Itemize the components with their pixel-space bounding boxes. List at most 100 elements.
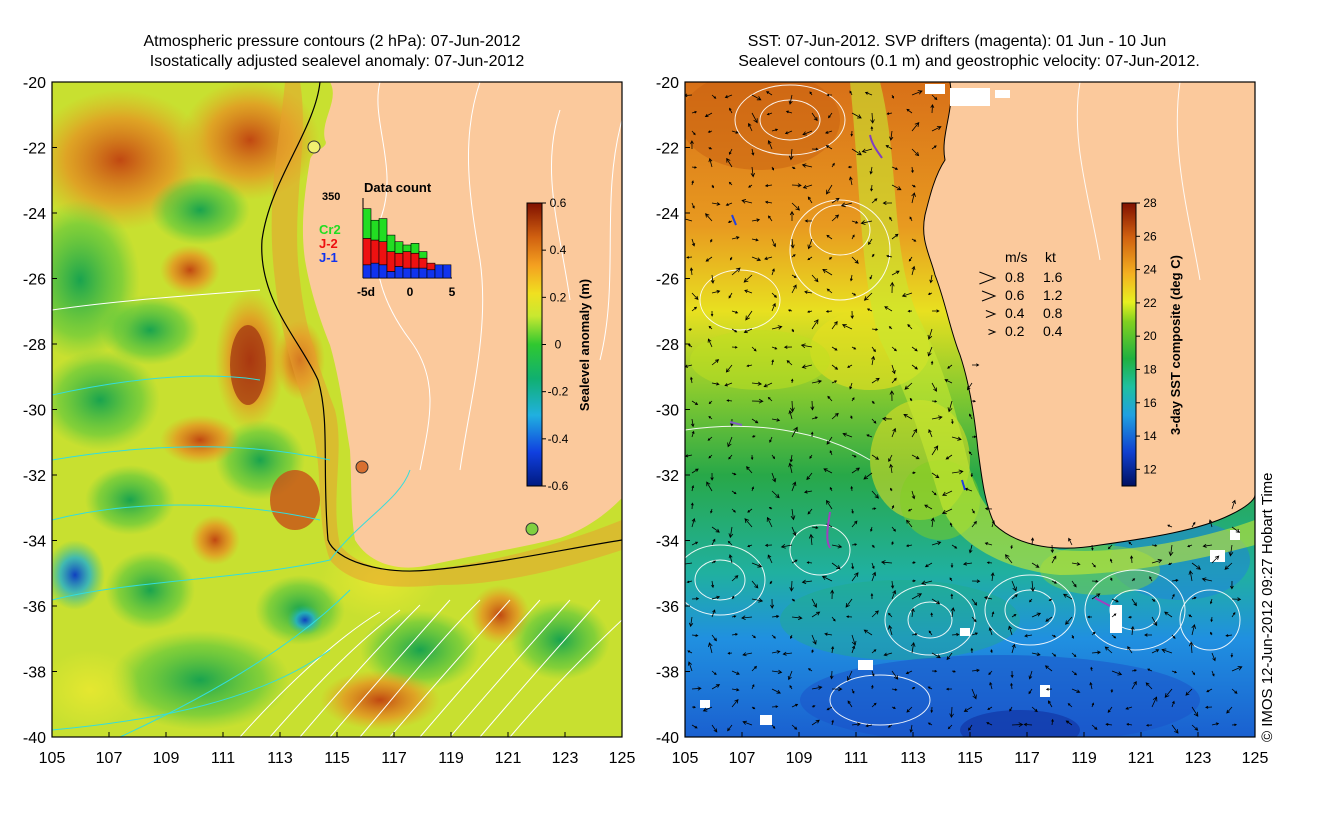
velocity-arrow: [846, 615, 853, 619]
velocity-arrow: [970, 647, 974, 654]
velocity-arrow: [1206, 688, 1213, 693]
velocity-arrow: [823, 468, 833, 474]
velocity-arrow: [789, 210, 795, 221]
velocity-arrow: [947, 364, 953, 369]
velocity-arrow: [947, 400, 953, 413]
velocity-arrow: [710, 274, 715, 284]
velocity-arrow: [1091, 724, 1098, 730]
velocity-arrow: [884, 306, 893, 312]
velocity-arrow: [1161, 648, 1173, 654]
velocity-arrow: [828, 256, 833, 260]
velocity-arrow: [945, 687, 953, 691]
velocity-arrow: [871, 328, 879, 331]
velocity-arrow: [691, 430, 695, 438]
velocity-arrow: [1210, 616, 1213, 623]
colorbar-tick-label: 26: [1143, 229, 1157, 243]
velocity-arrow: [708, 454, 713, 459]
velocity-arrow: [751, 597, 764, 603]
inset-bar-cr2: [394, 241, 404, 254]
velocity-arrow: [851, 645, 856, 654]
left-lon-label: 121: [495, 750, 522, 767]
velocity-arrow: [769, 436, 773, 443]
velocity-arrow: [743, 328, 753, 334]
inset-x-tick-label: 5: [449, 285, 456, 299]
velocity-arrow: [708, 400, 713, 405]
inset-bar-j1: [394, 266, 404, 279]
velocity-arrow: [1171, 700, 1175, 708]
velocity-arrow: [824, 632, 833, 636]
right-lat-label: -32: [656, 468, 679, 485]
velocity-arrow: [1188, 614, 1193, 618]
velocity-arrow: [951, 670, 957, 673]
inset-bar-cr2: [402, 244, 412, 252]
velocity-arrow: [1230, 580, 1234, 590]
inset-bar-j2: [418, 257, 428, 269]
velocity-arrow: [849, 176, 853, 186]
velocity-arrow: [851, 634, 857, 646]
velocity-arrow: [1028, 670, 1033, 680]
left-lon-label: 123: [552, 750, 579, 767]
velocity-arrow: [911, 90, 923, 96]
velocity-arrow: [889, 390, 895, 402]
velocity-arrow: [1187, 544, 1193, 548]
speed-legend-kt: 0.4: [1043, 323, 1063, 339]
sst-colorbar: 28 26 24 22 20 18 16 14 12 3-day SST composite (…: [1121, 196, 1183, 487]
right-lat-label: -40: [656, 730, 679, 747]
velocity-arrow: [871, 454, 880, 460]
velocity-arrow: [863, 629, 873, 636]
velocity-arrow: [727, 540, 733, 546]
velocity-arrow: [731, 236, 740, 240]
speed-legend-ms: 0.2: [1005, 323, 1025, 339]
velocity-arrow: [686, 580, 693, 584]
velocity-arrow: [927, 722, 933, 726]
velocity-arrow: [840, 202, 853, 208]
velocity-arrow: [791, 615, 803, 621]
velocity-arrow: [908, 256, 913, 262]
velocity-arrow: [970, 472, 974, 478]
sst-colorbar-bar: [1121, 202, 1137, 487]
velocity-arrow: [751, 435, 756, 438]
velocity-arrow: [691, 485, 695, 492]
velocity-arrow: [711, 634, 717, 642]
colorbar-tick-label: -0.4: [548, 432, 569, 446]
velocity-arrow: [741, 615, 753, 620]
velocity-arrow: [691, 541, 699, 546]
velocity-arrow: [731, 595, 735, 600]
velocity-arrow: [801, 364, 813, 369]
velocity-arrow: [771, 669, 783, 675]
velocity-arrow: [1107, 544, 1113, 550]
velocity-arrow: [1185, 688, 1193, 696]
velocity-arrow: [928, 429, 933, 438]
velocity-arrow: [1047, 700, 1053, 708]
velocity-arrow: [728, 181, 733, 186]
velocity-arrow: [942, 490, 953, 496]
velocity-arrow: [1171, 670, 1178, 674]
sla-colorbar: 0.6 0.4 0.2 0 -0.2 -0.4 -0.6 Sealevel anomaly …: [526, 196, 592, 493]
velocity-arrow: [1228, 544, 1234, 557]
velocity-arrow: [711, 202, 721, 206]
velocity-arrow: [1151, 598, 1156, 602]
velocity-arrow: [731, 615, 737, 618]
velocity-arrow: [829, 486, 833, 492]
velocity-arrow: [871, 507, 877, 510]
velocity-arrow: [691, 517, 696, 528]
velocity-arrow: [811, 598, 817, 608]
velocity-arrow: [891, 706, 896, 709]
right-title-line1: SST: 07-Jun-2012. SVP drifters (magenta)…: [748, 33, 1167, 50]
left-shelf-contour: [261, 82, 622, 572]
sla-colorbar-label: Sealevel anomaly (m): [577, 279, 592, 411]
velocity-arrow: [771, 614, 780, 619]
velocity-arrow: [951, 436, 962, 441]
velocity-arrow: [791, 426, 798, 438]
velocity-arrow: [870, 184, 874, 192]
velocity-arrow: [911, 490, 916, 500]
velocity-arrow: [691, 202, 695, 209]
velocity-arrow: [1188, 641, 1194, 654]
velocity-arrow: [869, 166, 873, 175]
velocity-arrow: [950, 563, 954, 569]
velocity-arrow: [891, 505, 895, 510]
velocity-arrow: [764, 256, 773, 261]
velocity-arrow: [870, 593, 874, 600]
velocity-arrow: [746, 466, 753, 474]
